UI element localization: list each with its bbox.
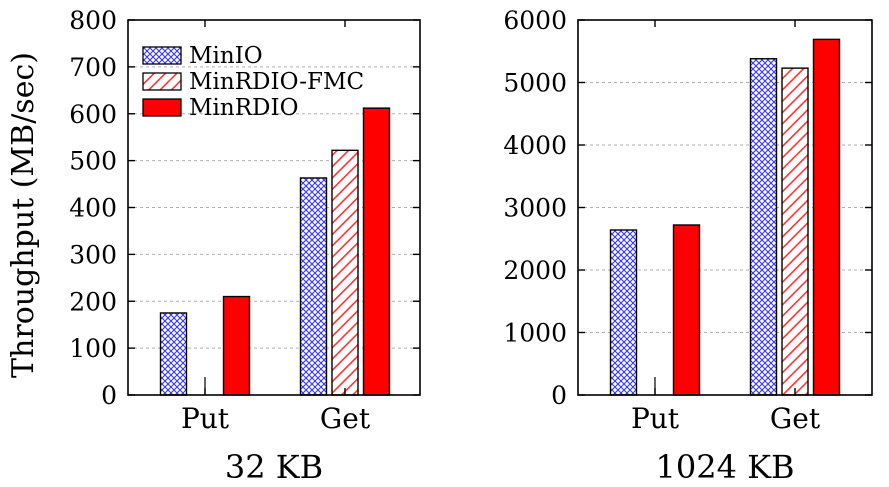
plot-frame	[577, 19, 873, 396]
bar-minrdio-put	[672, 224, 701, 396]
y-tick-label: 200	[69, 287, 117, 316]
y-tick-label: 4000	[503, 131, 567, 160]
legend-label: MinIO	[189, 43, 263, 69]
y-tick-label: 700	[69, 53, 117, 82]
y-tick-label: 400	[69, 194, 117, 223]
x-tick-label: Get	[770, 402, 821, 435]
panel-title: 1024 KB	[655, 448, 794, 486]
legend-swatch-minrdio	[142, 98, 182, 117]
y-tick-label: 1000	[503, 319, 567, 348]
bar-minrdio-put	[222, 295, 251, 396]
y-tick-label: 600	[69, 100, 117, 129]
y-axis-title: Throughput (MB/sec)	[6, 52, 41, 378]
bar-minio-get	[749, 58, 778, 396]
y-tick-label: 100	[69, 334, 117, 363]
legend-swatch-minio	[142, 46, 182, 65]
bar-minio-get	[299, 177, 328, 396]
bar-minrdio-get	[812, 38, 841, 396]
bar-minrdio-get	[362, 107, 391, 396]
bar-minio-put	[159, 312, 188, 396]
bar-minrdio-fmc-get	[781, 67, 809, 396]
chart-panel-1024kb: Put Get 0 1000 2000 3000 4000 5000 6000 1024 KB	[503, 6, 873, 486]
y-tick-label: 0	[551, 381, 567, 410]
y-tick-label: 300	[69, 240, 117, 269]
chart-panel-32kb: Put Get 0 100 200 300 400 500 600 700 800 32 KB	[69, 6, 421, 486]
bar-minio-put	[609, 229, 638, 396]
legend-label: MinRDIO-FMC	[189, 69, 364, 95]
y-tick-label: 500	[69, 147, 117, 176]
y-tick-label: 0	[101, 381, 117, 410]
bar-minrdio-fmc-get	[331, 149, 359, 396]
legend-swatch-minrdio-fmc	[142, 72, 182, 91]
panel-title: 32 KB	[225, 448, 323, 486]
y-tick-label: 2000	[503, 256, 567, 285]
legend-label: MinRDIO	[189, 95, 298, 121]
y-tick-label: 6000	[503, 6, 567, 35]
plot-frame	[127, 19, 421, 396]
x-tick-label: Put	[631, 402, 680, 435]
y-tick-label: 5000	[503, 69, 567, 98]
y-tick-label: 800	[69, 6, 117, 35]
x-tick-label: Put	[181, 402, 230, 435]
y-tick-label: 3000	[503, 194, 567, 223]
x-tick-label: Get	[320, 402, 371, 435]
